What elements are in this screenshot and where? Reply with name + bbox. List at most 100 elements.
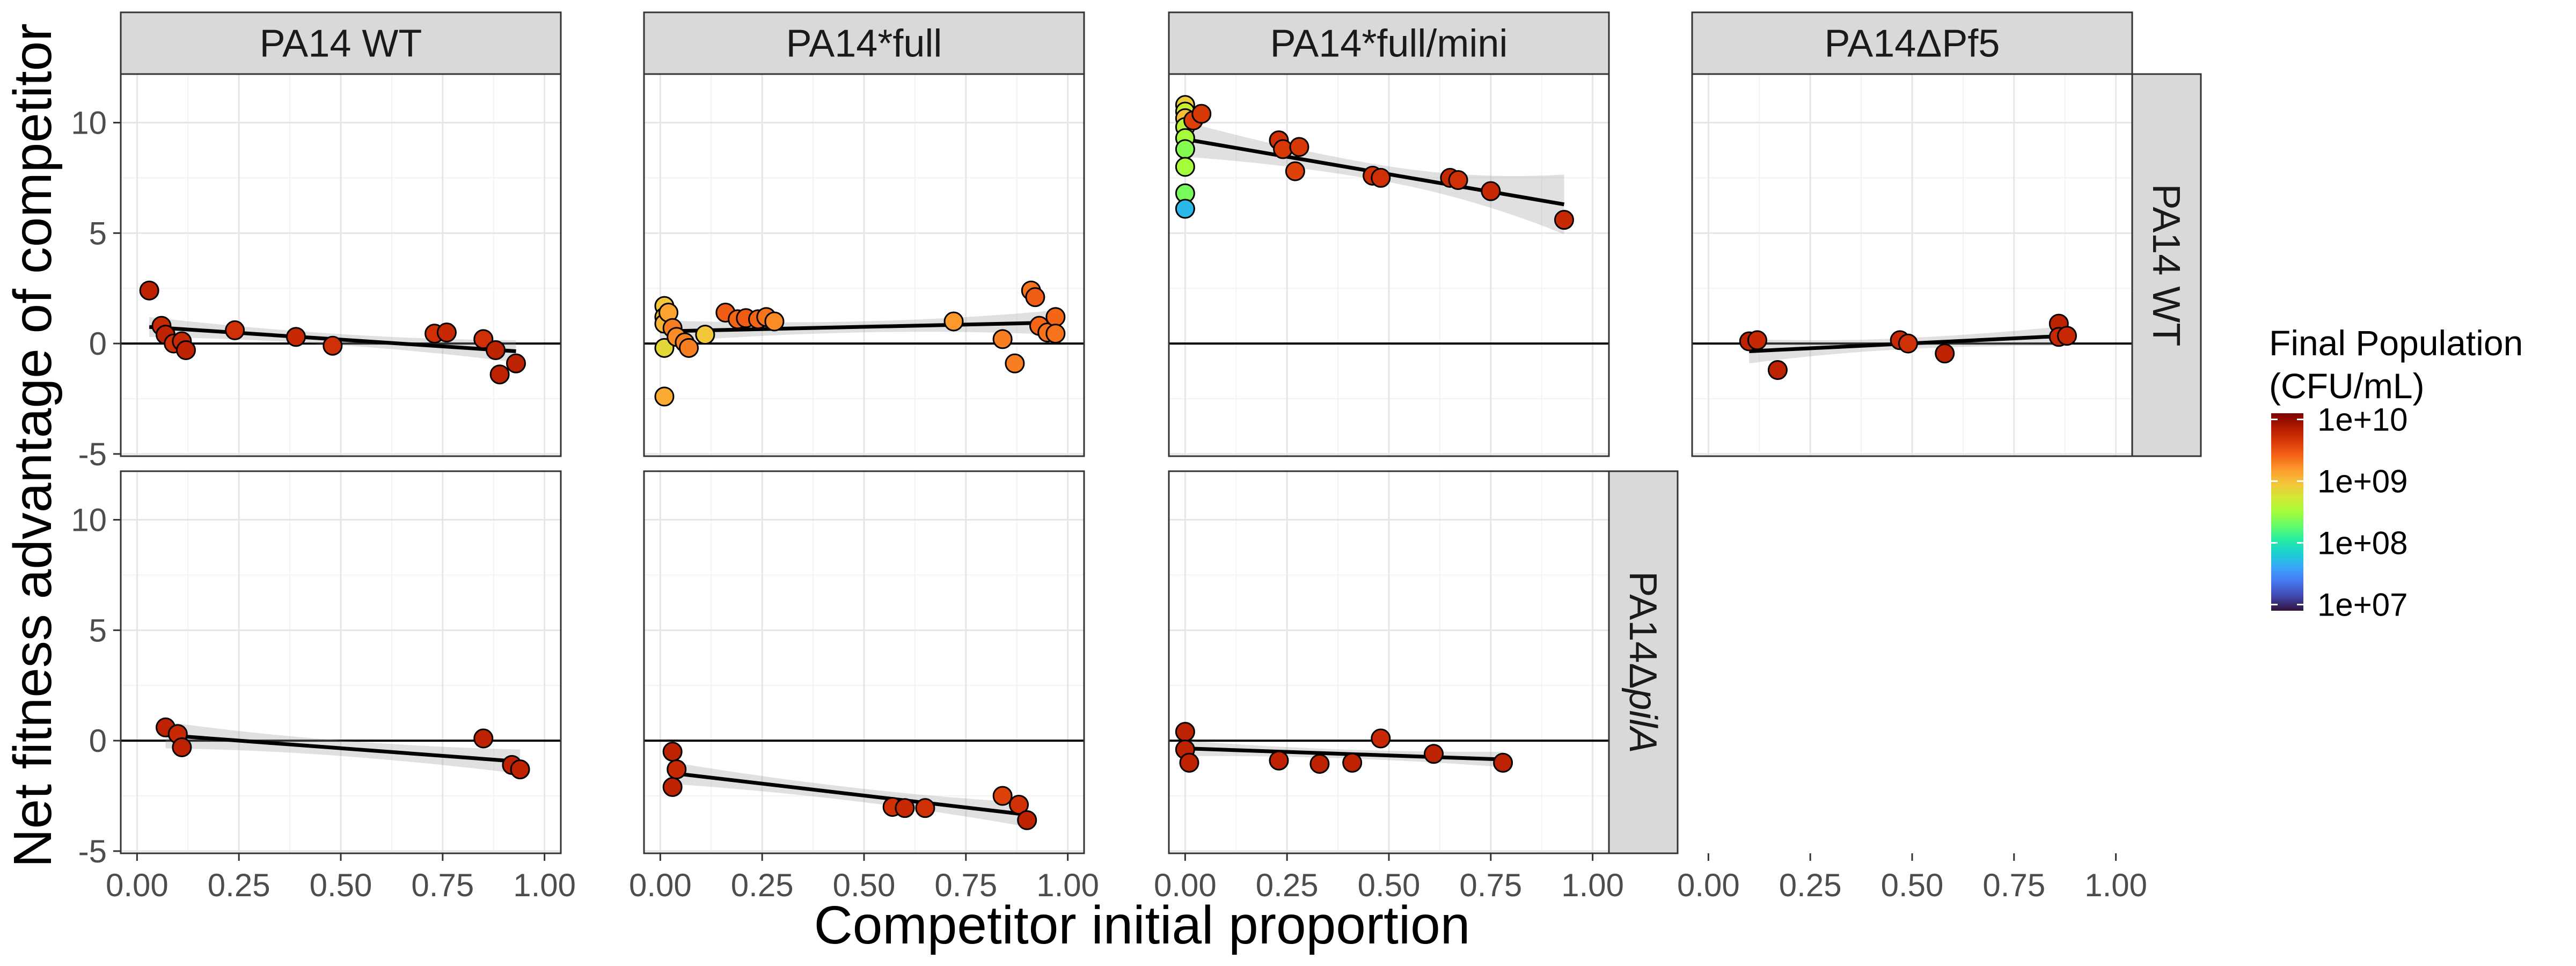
legend-title-line: Final Population [2269,323,2523,363]
column-strip-label: PA14 WT [260,23,422,65]
legend-label: 1e+09 [2317,464,2408,500]
data-point [1898,333,1918,354]
data-point [506,353,526,374]
x-tick-label: 0.75 [1982,867,2045,903]
x-axis-col-1: 0.00 0.25 0.50 0.75 1.00 [106,853,576,903]
data-point [1554,210,1574,230]
panel-r2-c3 [1168,470,1610,854]
data-point [1285,161,1305,181]
data-point [1371,167,1391,188]
y-tick-label: -5 [78,833,107,869]
data-point [1025,287,1045,308]
data-point [1191,104,1212,124]
data-point [667,759,687,780]
data-point [473,728,494,749]
y-tick-label: 5 [89,612,107,648]
x-tick-label: 1.00 [1561,867,1624,903]
data-point [286,327,306,347]
y-axis-row-2: -5 0 5 10 [71,502,121,869]
data-point [1493,752,1513,773]
data-point [1045,324,1066,344]
data-point [1371,728,1391,749]
column-strip-2: PA14*full [643,11,1085,75]
y-tick-label: 5 [89,215,107,251]
x-axis-col-2: 0.00 0.25 0.50 0.75 1.00 [629,853,1099,903]
data-point [943,311,964,332]
data-point [1342,752,1363,773]
data-point [473,329,494,349]
strip-background [643,11,1085,75]
y-tick-label: 0 [89,723,107,759]
column-strip-label: PA14*full/mini [1270,23,1508,65]
data-point [654,386,675,407]
data-point [992,329,1013,349]
strip-background [2131,73,2202,457]
y-tick-label: 10 [71,502,107,538]
data-point [662,777,683,797]
data-point [1747,330,1767,350]
x-tick-label: 0.25 [1779,867,1842,903]
data-point [1175,722,1195,742]
fit-line [165,733,521,764]
x-axis-col-4: 0.00 0.25 0.50 0.75 1.00 [1677,853,2147,903]
data-point [139,280,159,301]
strip-background [1691,11,2133,75]
x-tick-label: 0.00 [629,867,692,903]
data-point [915,798,935,818]
data-point [225,320,245,340]
data-point [1175,139,1195,159]
data-point [1017,810,1037,830]
y-axis-title: Net fitness advantage of competitor [3,23,63,867]
x-tick-label: 0.75 [411,867,474,903]
legend-title-line: (CFU/mL) [2269,366,2425,406]
data-point [1448,170,1468,191]
legend: Final Population(CFU/mL)1e+10 1e+09 1e+08 1… [2269,323,2523,623]
data-point [489,364,510,385]
data-point [172,737,192,757]
data-point [1269,750,1289,771]
fit-line [1185,747,1503,762]
y-axis-layer: -5 0 5 10 -5 0 5 10 [71,105,121,869]
x-tick-label: 0.50 [1358,867,1421,903]
data-point [1045,307,1066,327]
x-tick-label: 1.00 [2084,867,2147,903]
panel-r1-c4 [1691,73,2133,457]
x-axis-layer: 0.00 0.25 0.50 0.75 1.00 0.00 0.25 0.50 0.75 1.00… [106,853,2147,903]
x-axis-col-3: 0.00 0.25 0.50 0.75 1.00 [1154,853,1624,903]
strip-background [120,11,562,75]
y-tick-label: -5 [78,436,107,472]
data-point [1175,199,1195,219]
panel-r1-c3 [1168,73,1610,457]
panel-r2-c2 [643,470,1085,854]
data-point [510,759,530,780]
data-point [323,335,343,356]
data-point [654,338,675,358]
data-point [695,325,715,345]
y-axis-row-1: -5 0 5 10 [71,105,121,472]
data-point [2057,326,2077,346]
fit-line [660,320,1056,333]
data-point [486,340,506,360]
strip-background [1168,11,1610,75]
panel-r1-c2 [643,73,1085,457]
data-point [1005,353,1025,374]
row-strip-label: PA14 WT [2145,184,2187,347]
x-tick-label: 0.00 [1677,867,1740,903]
data-point [1273,139,1293,159]
data-point [436,323,457,343]
x-tick-label: 0.75 [1459,867,1522,903]
data-point [1179,752,1199,773]
colorbar [2271,413,2303,611]
data-point [764,311,785,332]
data-point [679,338,699,358]
x-tick-label: 0.50 [1881,867,1944,903]
x-tick-label: 0.50 [310,867,372,903]
x-axis-title: Competitor initial proportion [814,895,1470,955]
x-tick-label: 1.00 [1036,867,1099,903]
data-point [1009,794,1029,815]
strip-background [1608,470,1679,854]
data-point [175,340,196,360]
column-strip-1: PA14 WT [120,11,562,75]
panel-layer [120,73,2133,854]
